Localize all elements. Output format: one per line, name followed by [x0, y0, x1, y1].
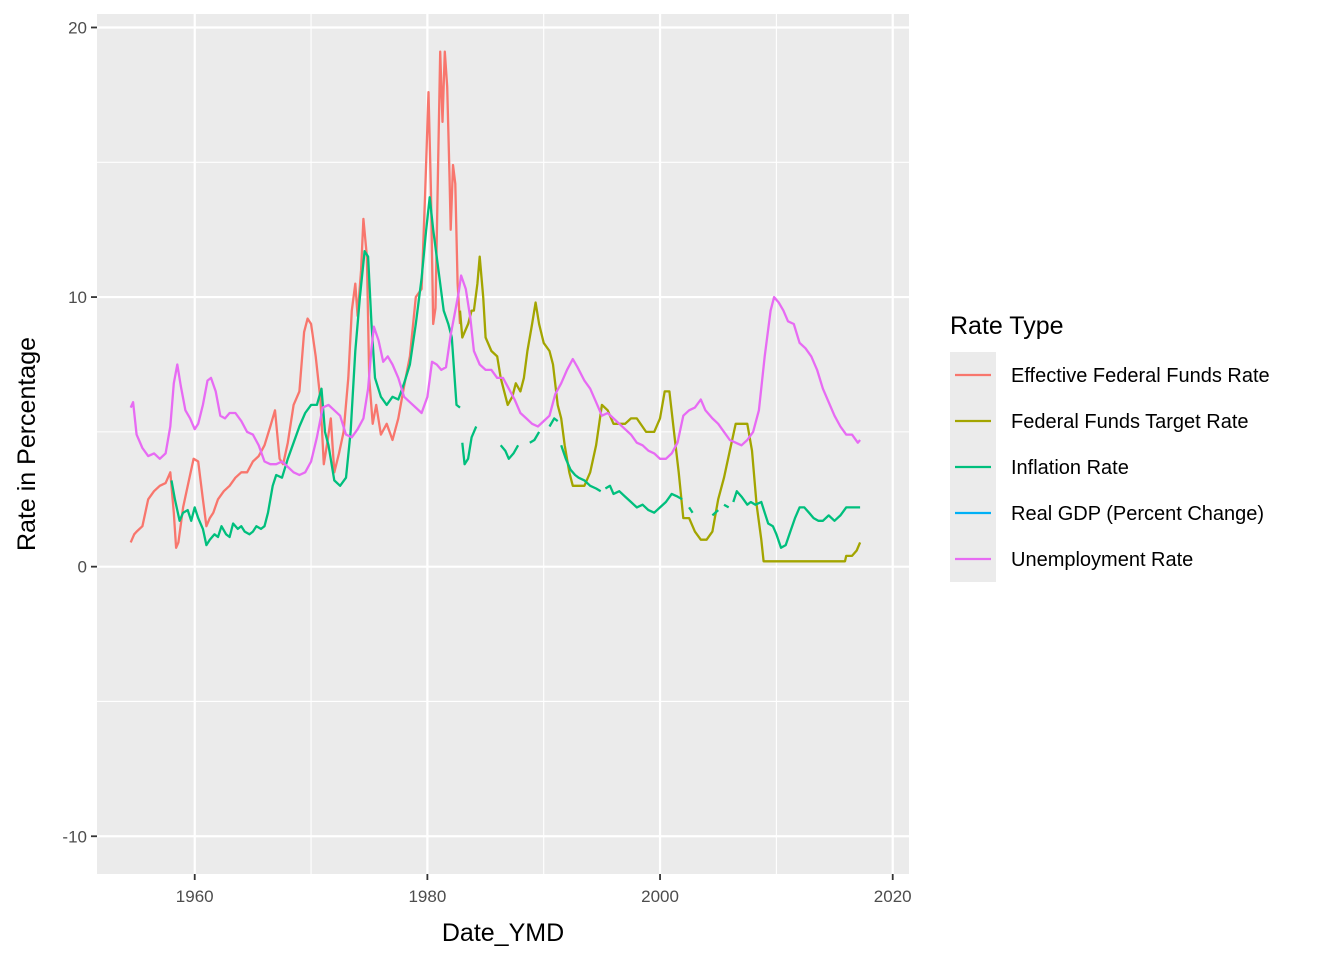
- y-axis: -10 0 10 20: [62, 18, 97, 846]
- panel-background: [97, 14, 909, 874]
- legend-label: Effective Federal Funds Rate: [1011, 365, 1270, 387]
- series-line-inflation-rate: [170, 196, 461, 547]
- series-line-inflation-rate: [461, 426, 478, 466]
- legend-label: Inflation Rate: [1011, 457, 1129, 479]
- minor-gridlines: [97, 14, 909, 874]
- y-axis-title: Rate in Percentage: [13, 337, 41, 551]
- series-line-inflation-rate: [732, 490, 861, 549]
- legend: Rate Type Effective Federal Funds Rate Fe…: [950, 312, 1270, 582]
- legend-title: Rate Type: [950, 312, 1064, 340]
- series-line-inflation-rate: [604, 484, 683, 514]
- x-tick-label: 1980: [408, 887, 446, 906]
- series-line-unemployment-rate: [129, 274, 861, 477]
- series-line-inflation-rate: [529, 431, 541, 444]
- series-line-inflation-rate: [548, 417, 559, 428]
- legend-label: Unemployment Rate: [1011, 549, 1193, 571]
- y-tick-label: 0: [78, 558, 87, 577]
- series-line-inflation-rate: [499, 444, 520, 460]
- series-line-federal-funds-target-rate: [458, 255, 862, 563]
- series-line-effective-federal-funds-rate: [129, 50, 462, 549]
- x-axis-title: Date_YMD: [442, 919, 564, 947]
- y-tick-label: -10: [62, 827, 87, 846]
- y-tick-label: 20: [68, 18, 87, 37]
- x-tick-label: 2020: [874, 887, 912, 906]
- series-line-inflation-rate: [560, 444, 602, 493]
- legend-label: Real GDP (Percent Change): [1011, 503, 1264, 525]
- series-line-inflation-rate: [723, 503, 730, 509]
- x-axis: 1960 1980 2000 2020: [176, 874, 912, 906]
- legend-items: Effective Federal Funds Rate Federal Fund…: [950, 352, 1270, 582]
- y-tick-label: 10: [68, 288, 87, 307]
- x-tick-label: 1960: [176, 887, 214, 906]
- series-line-inflation-rate: [688, 506, 694, 514]
- x-tick-label: 2000: [641, 887, 679, 906]
- series-lines: [129, 50, 862, 563]
- series-line-inflation-rate: [711, 509, 719, 517]
- legend-label: Federal Funds Target Rate: [1011, 411, 1249, 433]
